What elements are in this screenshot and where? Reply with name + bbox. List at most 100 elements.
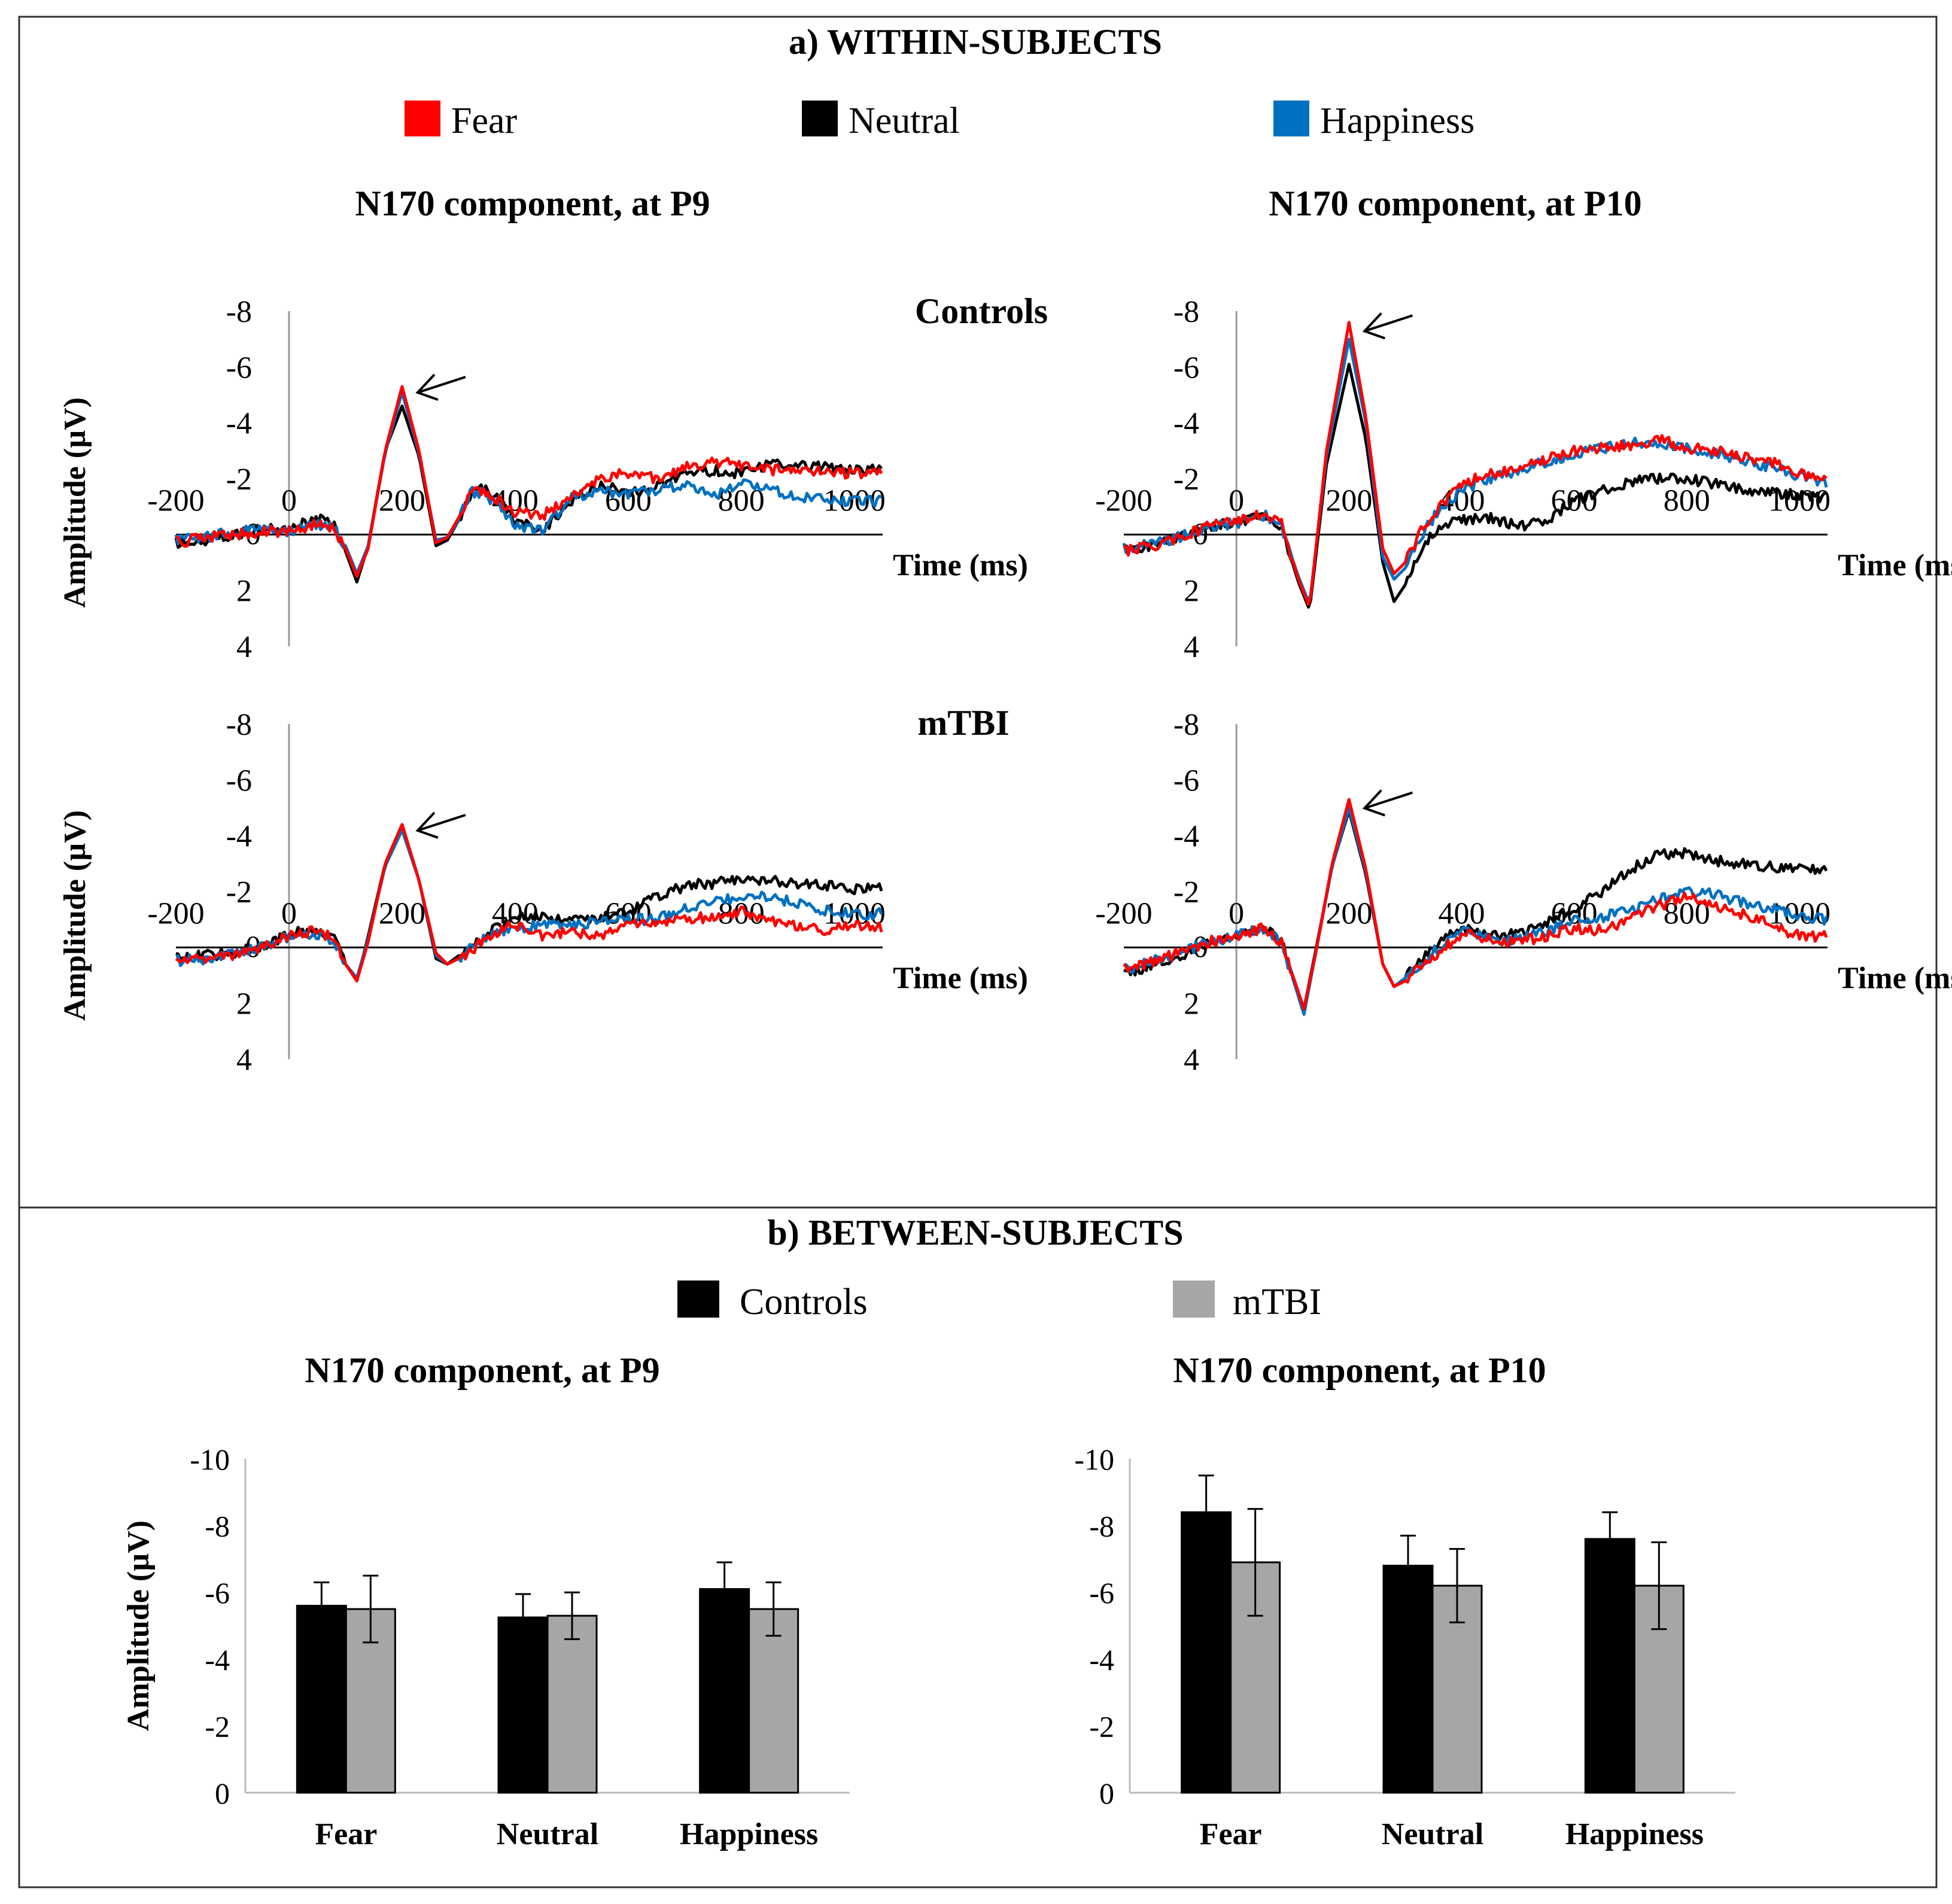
series-line-happiness bbox=[175, 828, 883, 980]
error-bar bbox=[515, 1593, 531, 1642]
col-title-p9-b: N170 component, at P9 bbox=[305, 1351, 659, 1390]
x-axis-title: Time (ms) bbox=[893, 548, 1028, 582]
legend-label-happiness: Happiness bbox=[1320, 101, 1474, 141]
y-tick-label: -6 bbox=[226, 764, 252, 798]
x-axis-title: Time (ms) bbox=[1838, 548, 1952, 582]
panel-b-frame bbox=[18, 1206, 1938, 1888]
legend-label-fear: Fear bbox=[451, 101, 518, 141]
legend-label-mtbi: mTBI bbox=[1233, 1282, 1321, 1322]
y-tick-label: 4 bbox=[1184, 630, 1199, 664]
legend-swatch-neutral bbox=[802, 101, 838, 136]
x-tick-label: -200 bbox=[147, 896, 204, 930]
y-tick-label: -10 bbox=[190, 1443, 230, 1476]
col-title-p10-a: N170 component, at P10 bbox=[1269, 184, 1641, 223]
bar-controls bbox=[1584, 1538, 1635, 1794]
x-tick-label: 0 bbox=[281, 483, 297, 518]
y-tick-label: 4 bbox=[236, 630, 252, 664]
error-bar bbox=[1198, 1474, 1214, 1550]
y-axis-title: Amplitude (µV) bbox=[58, 397, 92, 608]
y-tick-label: -2 bbox=[205, 1710, 230, 1743]
col-title-p10-b: N170 component, at P10 bbox=[1173, 1351, 1546, 1390]
x-category-label: Happiness bbox=[1565, 1817, 1704, 1851]
y-tick-label: -6 bbox=[1089, 1576, 1114, 1610]
bar-mtbi bbox=[546, 1614, 598, 1794]
y-tick-label: -8 bbox=[1089, 1510, 1114, 1543]
error-bar bbox=[314, 1581, 330, 1631]
y-tick-label: -8 bbox=[1173, 295, 1199, 329]
x-tick-label: 200 bbox=[1325, 896, 1372, 930]
y-tick-label: -6 bbox=[205, 1576, 230, 1610]
legend-swatch-happiness bbox=[1273, 101, 1309, 136]
legend-swatch-controls bbox=[677, 1281, 719, 1318]
x-tick-label: 200 bbox=[379, 896, 425, 930]
panel-b-legend: Controls mTBI bbox=[677, 1281, 1321, 1322]
row-label-controls: Controls bbox=[915, 291, 1048, 331]
legend-swatch-fear bbox=[405, 101, 440, 136]
y-tick-label: -6 bbox=[226, 351, 252, 385]
x-tick-label: 200 bbox=[379, 483, 425, 518]
y-tick-label: -6 bbox=[1173, 764, 1199, 798]
y-tick-label: 4 bbox=[236, 1043, 252, 1077]
error-bar bbox=[363, 1574, 379, 1644]
y-tick-label: 4 bbox=[1184, 1043, 1199, 1077]
peak-arrow-icon bbox=[1362, 789, 1413, 817]
y-tick-label: 0 bbox=[1099, 1777, 1114, 1810]
y-tick-label: 2 bbox=[236, 574, 252, 609]
y-tick-label: 0 bbox=[215, 1777, 230, 1810]
y-tick-label: -2 bbox=[226, 875, 252, 910]
x-tick-label: 0 bbox=[1229, 896, 1244, 930]
bar-chart-p9: 0 -2 -4 -6 -8 -10 Amplitude (µV) Fear Neutral Hap… bbox=[121, 1443, 850, 1851]
error-bar bbox=[716, 1561, 732, 1617]
error-bar bbox=[1449, 1548, 1465, 1623]
y-tick-label: -6 bbox=[1173, 351, 1199, 385]
x-tick-label: -200 bbox=[1095, 483, 1152, 518]
bar-controls bbox=[1382, 1565, 1434, 1794]
error-bar bbox=[564, 1591, 580, 1640]
y-tick-label: 2 bbox=[1184, 574, 1199, 609]
peak-arrow-icon bbox=[415, 373, 466, 401]
x-axis-title: Time (ms) bbox=[1838, 961, 1952, 995]
bar-controls bbox=[1181, 1511, 1232, 1794]
y-tick-label: -2 bbox=[1173, 463, 1199, 497]
x-axis-title: Time (ms) bbox=[893, 961, 1028, 995]
bar-controls bbox=[296, 1605, 347, 1794]
y-tick-label: 2 bbox=[1184, 987, 1199, 1021]
error-bar bbox=[765, 1581, 782, 1637]
error-bar bbox=[1651, 1541, 1667, 1631]
y-tick-label: -4 bbox=[1173, 820, 1199, 854]
x-tick-label: 0 bbox=[281, 896, 297, 930]
y-tick-label: -2 bbox=[1173, 875, 1199, 910]
peak-arrow-icon bbox=[1362, 312, 1413, 340]
y-axis-title: Amplitude (µV) bbox=[121, 1520, 156, 1731]
x-tick-label: 400 bbox=[1438, 896, 1485, 930]
x-category-label: Neutral bbox=[1382, 1817, 1483, 1851]
row-label-mtbi: mTBI bbox=[917, 703, 1009, 743]
y-tick-label: 2 bbox=[236, 987, 252, 1021]
y-tick-label: -8 bbox=[226, 708, 252, 742]
y-tick-label: -4 bbox=[226, 407, 252, 441]
y-tick-label: -8 bbox=[205, 1510, 230, 1543]
col-title-p9-a: N170 component, at P9 bbox=[355, 184, 710, 223]
error-bar bbox=[1602, 1511, 1618, 1567]
x-tick-label: 800 bbox=[1664, 483, 1710, 518]
x-tick-label: 200 bbox=[1325, 483, 1372, 518]
y-tick-label: -8 bbox=[1173, 708, 1199, 742]
y-tick-label: -4 bbox=[205, 1643, 230, 1677]
series-line-fear bbox=[175, 823, 883, 983]
bar-controls bbox=[497, 1616, 549, 1794]
series-line-fear bbox=[1123, 321, 1828, 606]
x-category-label: Happiness bbox=[680, 1817, 818, 1851]
y-tick-label: -10 bbox=[1074, 1443, 1114, 1476]
series-line-fear bbox=[175, 385, 883, 578]
y-tick-label: -4 bbox=[1089, 1643, 1114, 1677]
x-category-label: Fear bbox=[1200, 1817, 1262, 1851]
bar-chart-p10: 0 -2 -4 -6 -8 -10 Fear Neutral Happiness bbox=[1074, 1443, 1735, 1851]
x-tick-label: -200 bbox=[147, 483, 204, 518]
y-tick-label: -2 bbox=[1089, 1710, 1114, 1743]
peak-arrow-icon bbox=[415, 811, 466, 839]
x-category-label: Fear bbox=[315, 1817, 377, 1851]
